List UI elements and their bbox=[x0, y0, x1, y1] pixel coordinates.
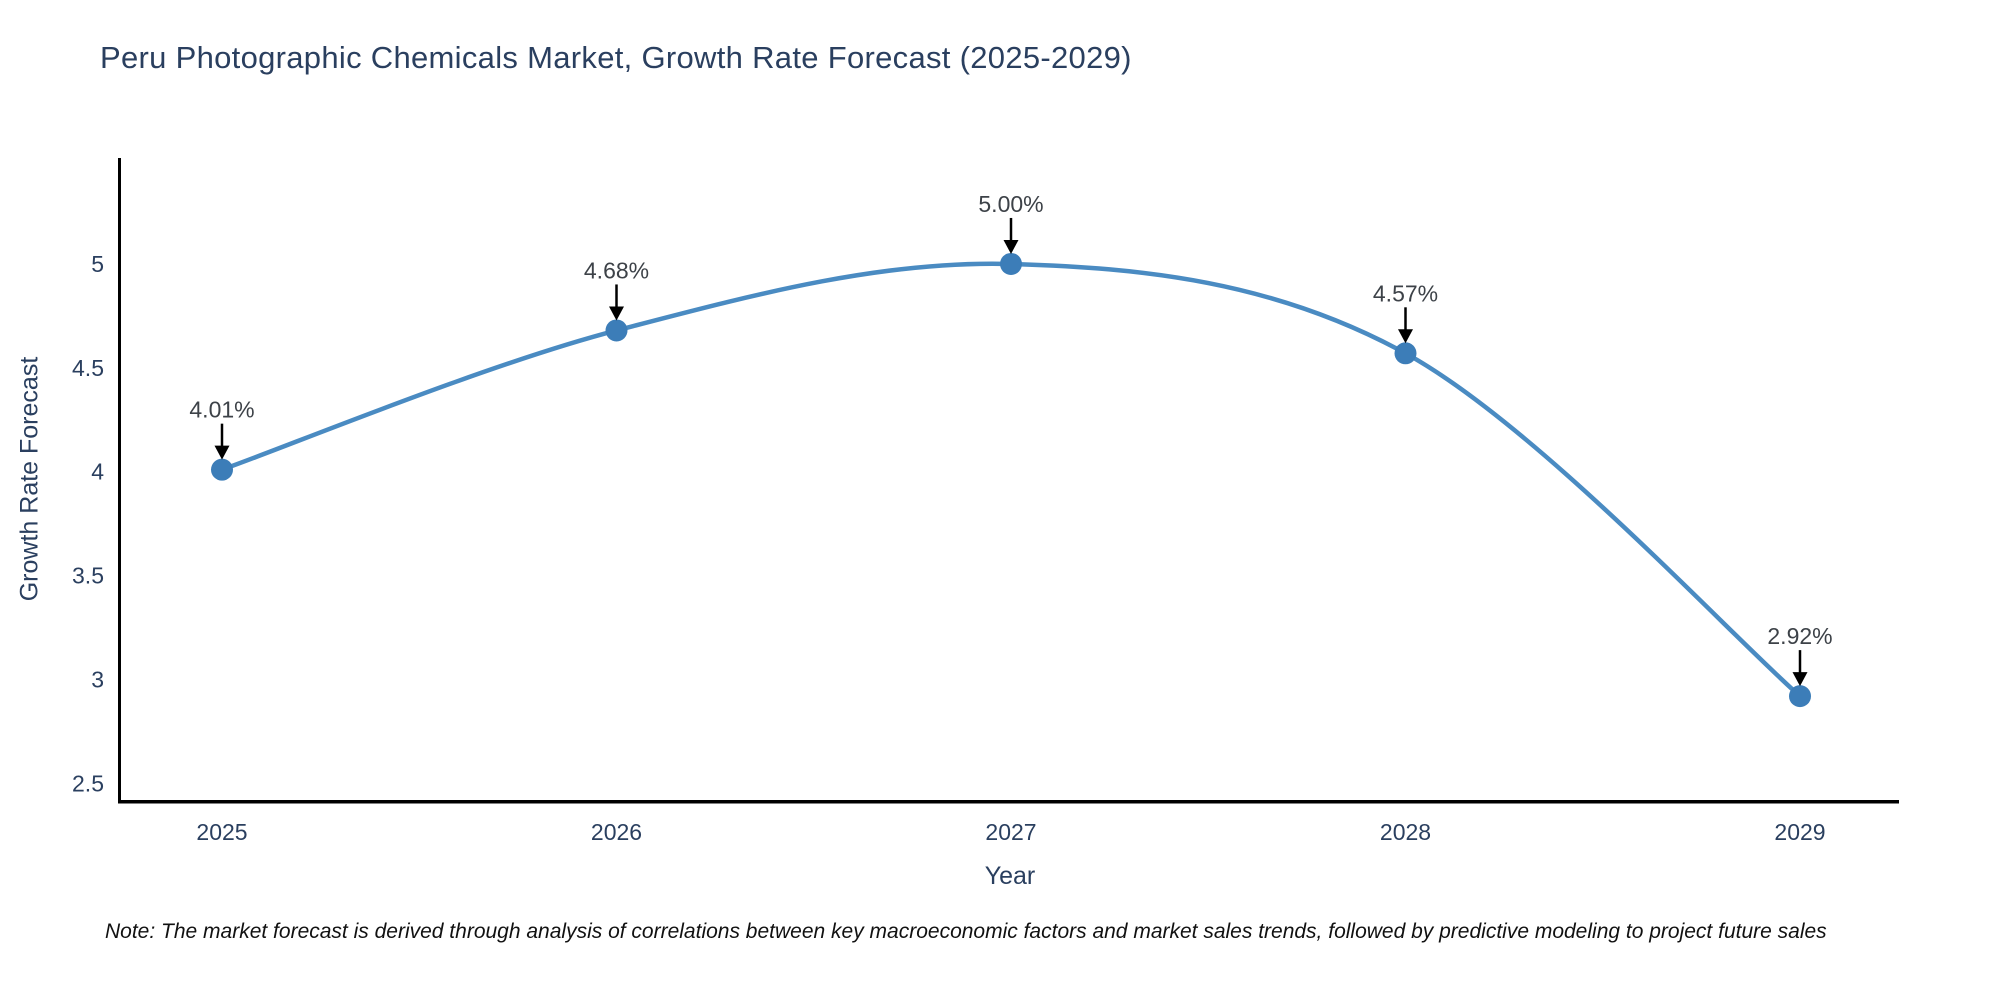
x-tick-label: 2028 bbox=[1380, 819, 1431, 845]
data-point-marker bbox=[1000, 252, 1022, 275]
annotation-label: 2.92% bbox=[1767, 623, 1832, 649]
chart-title: Peru Photographic Chemicals Market, Grow… bbox=[100, 40, 1132, 75]
data-point-marker bbox=[1789, 685, 1811, 708]
x-axis-spine bbox=[118, 800, 1899, 804]
footnote: Note: The market forecast is derived thr… bbox=[105, 920, 1827, 943]
x-axis-title: Year bbox=[984, 862, 1036, 890]
x-tick-label: 2025 bbox=[196, 819, 247, 845]
x-tick-label: 2027 bbox=[985, 819, 1036, 845]
annotation-arrowhead bbox=[1003, 239, 1019, 254]
annotation-label: 4.57% bbox=[1373, 280, 1438, 306]
x-tick-label: 2029 bbox=[1774, 819, 1825, 845]
annotation-arrowhead bbox=[1398, 329, 1413, 344]
x-tick-label: 2026 bbox=[591, 819, 642, 845]
data-point-marker bbox=[605, 319, 628, 342]
y-tick-label: 4.5 bbox=[72, 355, 104, 381]
y-tick-label: 4 bbox=[91, 459, 104, 485]
annotation-label: 4.68% bbox=[584, 257, 649, 283]
annotation-arrowhead bbox=[609, 306, 624, 321]
y-tick-label: 5 bbox=[91, 251, 104, 277]
line-series bbox=[219, 261, 1803, 699]
y-tick-label: 2.5 bbox=[72, 770, 104, 796]
annotation-label: 5.00% bbox=[978, 191, 1043, 217]
annotation-label: 4.01% bbox=[189, 397, 254, 423]
y-axis-spine bbox=[118, 158, 121, 804]
data-point-marker bbox=[211, 458, 233, 481]
annotation-arrowhead bbox=[214, 445, 230, 460]
annotation-arrowhead bbox=[1792, 672, 1808, 687]
data-point-marker bbox=[1394, 342, 1417, 365]
y-tick-label: 3 bbox=[91, 666, 104, 692]
y-tick-label: 3.5 bbox=[72, 563, 104, 589]
